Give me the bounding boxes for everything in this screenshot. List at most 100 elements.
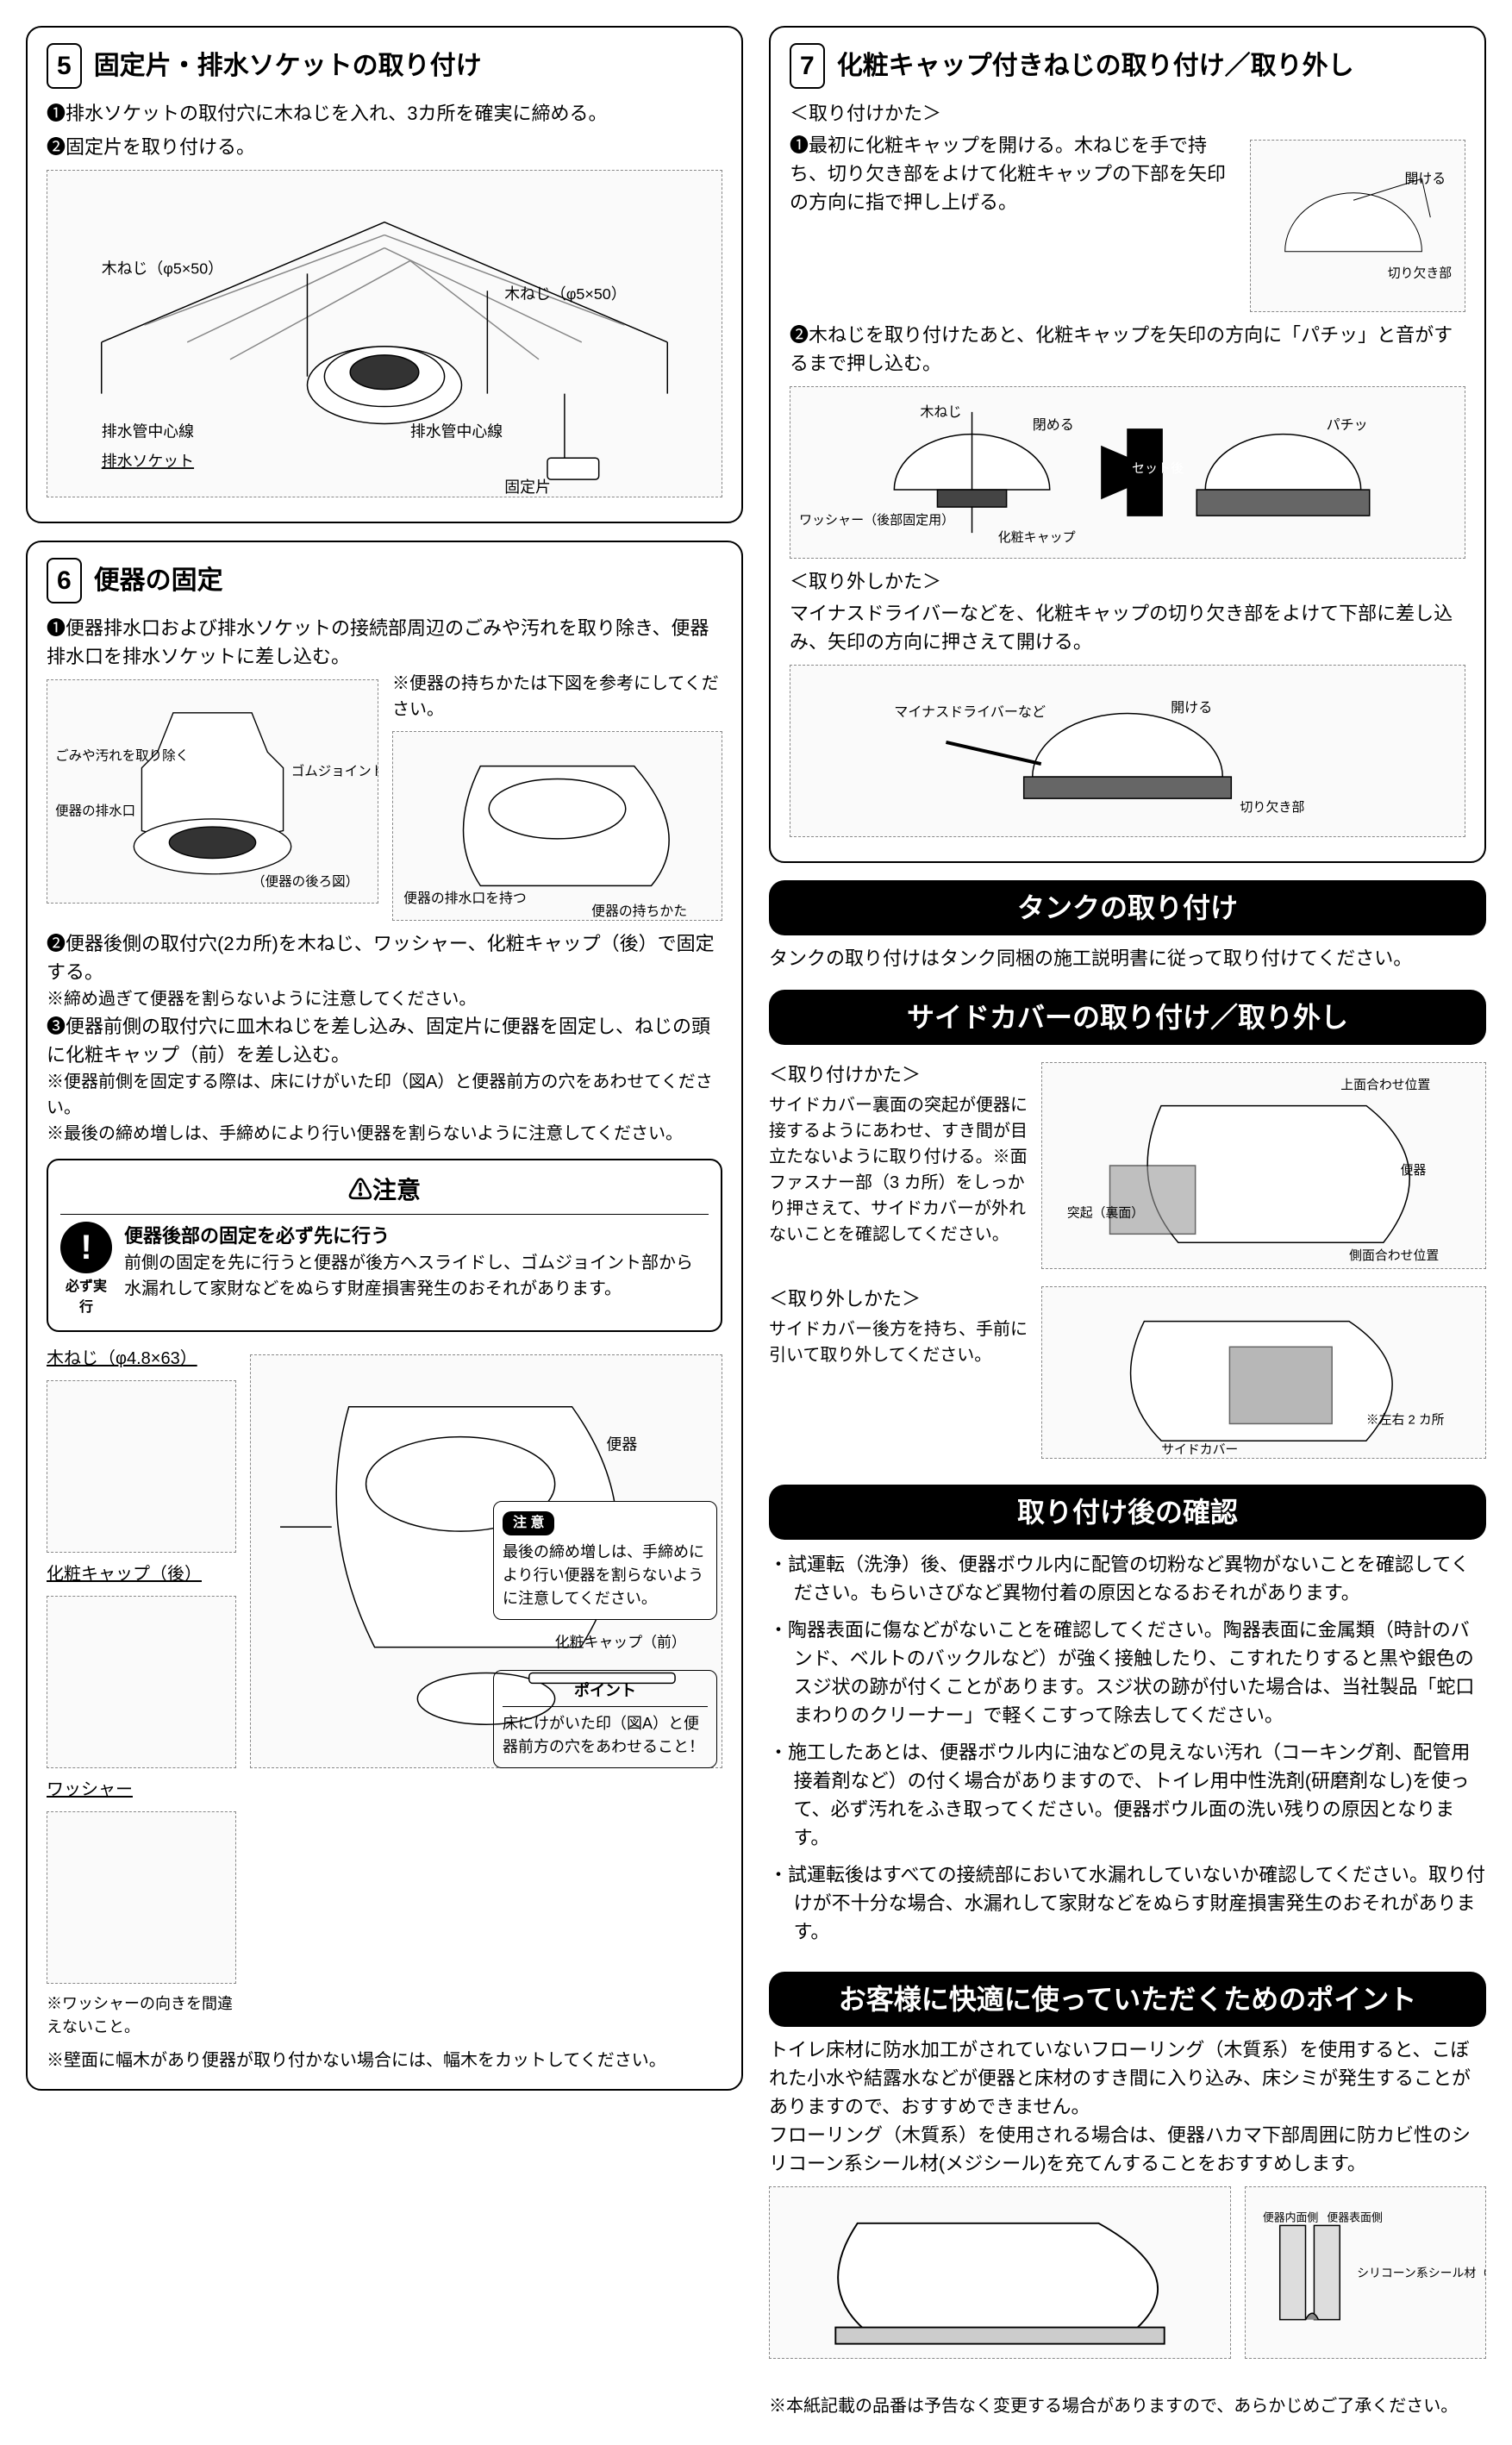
point-box: ポイント 床にけがいた印（図A）と便器前方の穴をあわせること！ — [493, 1670, 717, 1768]
must-block: ! 必ず実行 — [60, 1222, 112, 1318]
lbl-capf: 化粧キャップ（前） — [555, 1635, 686, 1651]
sec6-b3note2: ※最後の締め増しは、手締めにより行い便器を割らないように注意してください。 — [47, 1121, 722, 1147]
caution-h: 便器後部の固定を必ず先に行う — [124, 1222, 709, 1250]
lbl-toilet: 便器 — [606, 1436, 637, 1454]
sec6-bottom: ※壁面に幅木があり便器が取り付かない場合には、幅木をカットしてください。 — [47, 2048, 722, 2073]
point-title: お客様に快適に使っていただくためのポイント — [769, 1972, 1486, 2027]
after-c2: 陶器表面に傷などがないことを確認してください。陶器表面に金属類（時計のバンド、ベ… — [769, 1616, 1486, 1729]
must-label: 必ず実行 — [60, 1277, 112, 1318]
fig-washer — [47, 1811, 236, 1984]
section-title-7: 化粧キャップ付きねじの取り付け／取り外し — [837, 47, 1354, 85]
lbl-washer7: ワッシャー（後部固定用） — [799, 513, 954, 528]
footer: ※本紙記載の品番は予告なく変更する場合がありますので、あらかじめご了承ください。 — [769, 2393, 1486, 2419]
lbl-seal: シリコーン系シール材（メジシール） — [1357, 2266, 1485, 2279]
step-badge-7: 7 — [790, 43, 825, 89]
lbl-hold1: 便器の排水口を持つ — [403, 891, 527, 906]
mini-body: 最後の締め増しは、手締めにより行い便器を割らないように注意してください。 — [503, 1541, 708, 1610]
sec5-svg: 木ねじ（φ5×50） 木ねじ（φ5×50） 排水管中心線 排水管中心線 排水ソケ… — [47, 171, 722, 497]
after-c1: 試運転（洗浄）後、便器ボウル内に配管の切粉など異物がないことを確認してください。… — [769, 1550, 1486, 1607]
lbl-gum: ゴムジョイント — [291, 763, 378, 779]
section-title-6: 便器の固定 — [94, 561, 223, 600]
sec7-fig2: 木ねじ 閉める セット後 パチッ ワッシャー（後部固定用） 化粧キャップ — [790, 386, 1465, 559]
lbl-screw1: 木ねじ（φ5×50） — [102, 260, 223, 277]
sec6-diagram-right: 便器の排水口を持つ 便器の持ちかた — [392, 731, 722, 921]
point-p2: フローリング（木質系）を使用される場合は、便器ハカマ下部周囲に防カビ性のシリコー… — [769, 2121, 1486, 2178]
sec5-b2: ❷固定片を取り付ける。 — [47, 133, 722, 161]
sec6-b2: ❷便器後側の取付穴(2カ所)を木ねじ、ワッシャー、化粧キャップ（後）で固定する。 — [47, 929, 722, 986]
fig-screw — [47, 1380, 236, 1553]
step-badge-5: 5 — [47, 43, 82, 89]
side-block: サイドカバーの取り付け／取り外し ＜取り付けかた＞ サイドカバー裏面の突起が便器… — [769, 990, 1486, 1467]
step-badge-6: 6 — [47, 558, 82, 603]
lbl-dirt: ごみや汚れを取り除く — [55, 748, 189, 764]
lbl-open: 開ける — [1405, 172, 1446, 186]
sec7-off-h: ＜取り外しかた＞ — [790, 567, 1465, 596]
lbl-capr: 化粧キャップ（後） — [47, 1561, 236, 1587]
sec6-b3: ❸便器前側の取付穴に皿木ねじを差し込み、固定片に便器を固定し、ねじの頭に化粧キャ… — [47, 1012, 722, 1069]
lbl-set: セット後 — [1132, 461, 1184, 476]
lbl-screw2: 木ねじ（φ5×50） — [504, 285, 626, 303]
sec6-b1: ❶便器排水口および排水ソケットの接続部周辺のごみや汚れを取り除き、便器排水口を排… — [47, 614, 722, 671]
lbl-proj: 突起（裏面） — [1067, 1205, 1144, 1221]
point-block: お客様に快適に使っていただくためのポイント トイレ床材に防水加工がされていないフ… — [769, 1972, 1486, 2367]
sec5-body: ❶排水ソケットの取付穴に木ねじを入れ、3カ所を確実に締める。 ❷固定片を取り付け… — [47, 99, 722, 161]
mini-caution: 注 意 最後の締め増しは、手締めにより行い便器を割らないように注意してください。 — [493, 1501, 717, 1620]
page: 5 固定片・排水ソケットの取り付け ❶排水ソケットの取付穴に木ねじを入れ、3カ所… — [26, 26, 1486, 2419]
sec7-on2: ❷木ねじを取り付けたあと、化粧キャップを矢印の方向に「パチッ」と音がするまで押し… — [790, 321, 1465, 378]
lbl-drain: 便器の排水口 — [55, 803, 135, 818]
after-c4: 試運転後はすべての接続部において水漏れしていないか確認してください。取り付けが不… — [769, 1860, 1486, 1946]
lbl-hold2: 便器の持ちかた — [591, 904, 687, 919]
must-icon: ! — [60, 1222, 112, 1273]
sec6-diagram-left: ごみや汚れを取り除く ゴムジョイント 便器の排水口 （便器の後ろ図） — [47, 679, 378, 904]
pt-title: ポイント — [503, 1679, 708, 1707]
section-6: 6 便器の固定 ❶便器排水口および排水ソケットの接続部周辺のごみや汚れを取り除き… — [26, 541, 743, 2091]
side-title: サイドカバーの取り付け／取り外し — [769, 990, 1486, 1045]
sec6-b3note1: ※便器前側を固定する際は、床にけがいた印（図A）と便器前方の穴をあわせてください… — [47, 1069, 722, 1121]
lbl-screw7: 木ねじ — [920, 404, 961, 420]
after-list: 試運転（洗浄）後、便器ボウル内に配管の切粉など異物がないことを確認してください。… — [769, 1550, 1486, 1946]
side-on: サイドカバー裏面の突起が便器に接するようにあわせ、すき間が目立たないように取り付… — [769, 1092, 1028, 1248]
sec7-fig3: マイナスドライバーなど 開ける 切り欠き部 — [790, 665, 1465, 837]
mini-tag: 注 意 — [503, 1511, 554, 1535]
pt-body: 床にけがいた印（図A）と便器前方の穴をあわせること！ — [503, 1712, 708, 1759]
lbl-drainc2: 排水管中心線 — [410, 422, 503, 440]
lbl-sidepos: 側面合わせ位置 — [1349, 1248, 1439, 1263]
lbl-back: （便器の後ろ図） — [252, 873, 359, 889]
section-title-5: 固定片・排水ソケットの取り付け — [94, 47, 482, 85]
after-c3: 施工したあとは、便器ボウル内に油などの見えない汚れ（コーキング剤、配管用接着剤な… — [769, 1738, 1486, 1852]
caution-title: ⚠注意 — [60, 1172, 709, 1215]
lbl-drainc1: 排水管中心線 — [102, 422, 194, 440]
tank-body: タンクの取り付けはタンク同梱の施工説明書に従って取り付けてください。 — [769, 944, 1486, 972]
lbl-close: 閉める — [1033, 417, 1074, 433]
parts-col: 木ねじ（φ4.8×63） 化粧キャップ（後） ワッシャー ※ワッシャーの向きを間… — [47, 1346, 236, 2039]
side-off-h: ＜取り外しかた＞ — [769, 1285, 1028, 1313]
sec5-b1: ❶排水ソケットの取付穴に木ねじを入れ、3カ所を確実に締める。 — [47, 99, 722, 128]
sec6-rcap: ※便器の持ちかたは下図を参考にしてください。 — [392, 671, 722, 722]
lbl-open2: 開ける — [1171, 700, 1212, 716]
washer-note: ※ワッシャーの向きを間違えないこと。 — [47, 1992, 236, 2039]
section-5: 5 固定片・排水ソケットの取り付け ❶排水ソケットの取付穴に木ねじを入れ、3カ所… — [26, 26, 743, 523]
lbl-inner: 便器内面側 — [1263, 2211, 1319, 2223]
point-p1: トイレ床材に防水加工がされていないフローリング（木質系）を使用すると、こぼれた小… — [769, 2035, 1486, 2121]
side-fig1: 上面合わせ位置 突起（裏面） 便器 側面合わせ位置 — [1041, 1062, 1486, 1269]
caution-box: ⚠注意 ! 必ず実行 便器後部の固定を必ず先に行う 前側の固定を先に行うと便器が… — [47, 1159, 722, 1332]
lbl-cap7: 化粧キャップ — [998, 530, 1076, 545]
sec5-diagram: 木ねじ（φ5×50） 木ねじ（φ5×50） 排水管中心線 排水管中心線 排水ソケ… — [47, 170, 722, 497]
sec7-on1: ❶最初に化粧キャップを開ける。木ねじを手で持ち、切り欠き部をよけて化粧キャップの… — [790, 131, 1236, 216]
point-fig1 — [769, 2186, 1231, 2359]
lbl-screw-r: 木ねじ（φ4.8×63） — [47, 1346, 236, 1372]
caution-body: 前側の固定を先に行うと便器が後方へスライドし、ゴムジョイント部から水漏れして家財… — [124, 1250, 709, 1302]
sec7-on-h: ＜取り付けかた＞ — [790, 99, 1465, 128]
after-block: 取り付け後の確認 試運転（洗浄）後、便器ボウル内に配管の切粉など異物がないことを… — [769, 1485, 1486, 1954]
right-column: 7 化粧キャップ付きねじの取り付け／取り外し ＜取り付けかた＞ ❶最初に化粧キャ… — [769, 26, 1486, 2419]
lbl-snap: パチッ — [1327, 417, 1368, 433]
lbl-socket: 排水ソケット — [102, 453, 194, 470]
lbl-cut: 切り欠き部 — [1388, 266, 1452, 281]
side-off: サイドカバー後方を持ち、手前に引いて取り外してください。 — [769, 1316, 1028, 1368]
left-column: 5 固定片・排水ソケットの取り付け ❶排水ソケットの取付穴に木ねじを入れ、3カ所… — [26, 26, 743, 2419]
side-on-h: ＜取り付けかた＞ — [769, 1060, 1028, 1089]
lbl-flat: マイナスドライバーなど — [894, 704, 1046, 720]
lbl-toilet-s: 便器 — [1401, 1163, 1427, 1178]
sec7-off: マイナスドライバーなどを、化粧キャップの切り欠き部をよけて下部に差し込み、矢印の… — [790, 599, 1465, 656]
sec6-b2note: ※締め過ぎて便器を割らないように注意してください。 — [47, 986, 722, 1012]
